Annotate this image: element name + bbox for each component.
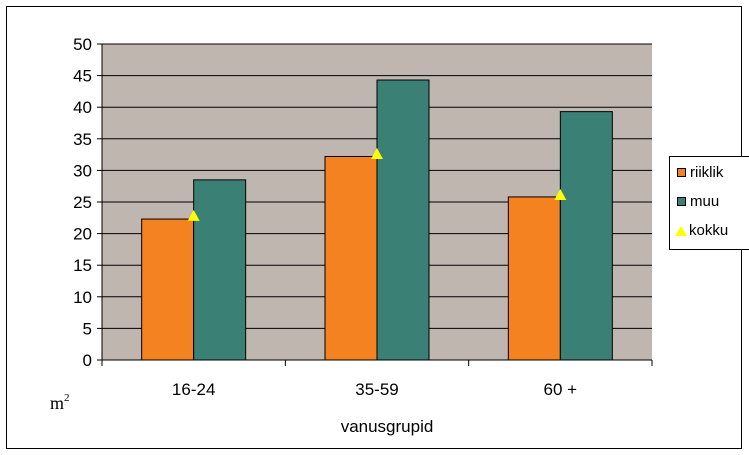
bar-riiklik-60+ [507,196,561,361]
y-tick-label: 15 [73,256,92,275]
unit-base: m [50,393,65,413]
y-tick-label: 40 [73,98,92,117]
bar-muu-35-59 [376,79,430,361]
bar-riiklik-35-59 [324,155,378,361]
x-tick-label: 35-59 [355,380,398,399]
bar-muu-60+ [559,111,613,361]
legend-swatch-riiklik [677,168,686,177]
y-tick-label: 50 [73,35,92,54]
legend: riiklik muu kokku [669,156,749,250]
y-tick-label: 20 [73,225,92,244]
legend-label-riiklik: riiklik [690,164,724,181]
x-axis-title: vanusgrupid [341,417,434,436]
legend-swatch-muu [677,197,686,206]
unit-exponent: 2 [64,392,70,404]
marker-kokku-60+ [554,189,567,201]
y-axis-unit: m2 [50,392,70,414]
x-tick-label: 60 + [544,380,578,399]
y-tick-label: 5 [83,319,92,338]
legend-item-muu: muu [677,193,719,210]
legend-label-muu: muu [690,193,720,210]
y-tick-label: 45 [73,67,92,86]
y-tick-label: 10 [73,288,92,307]
bar-riiklik-16-24 [141,218,195,361]
y-tick-label: 25 [73,193,92,212]
legend-item-riiklik: riiklik [677,164,723,181]
y-tick-label: 0 [83,351,92,370]
marker-kokku-35-59 [371,147,383,159]
y-tick-label: 35 [73,130,92,149]
y-tick-label: 30 [73,161,92,180]
legend-marker-kokku [675,225,687,236]
bar-muu-16-24 [193,179,247,361]
marker-kokku-16-24 [187,209,200,221]
legend-item-kokku: kokku [675,222,728,239]
legend-label-kokku: kokku [689,222,729,239]
x-tick-label: 16-24 [172,380,215,399]
